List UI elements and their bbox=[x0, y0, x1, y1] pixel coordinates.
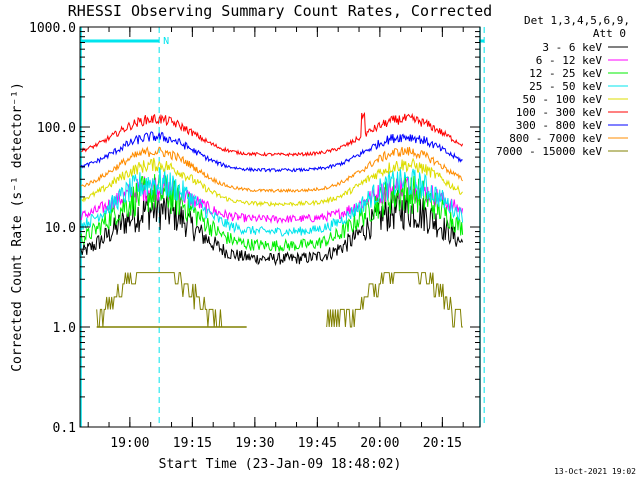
series-line-100-300keV bbox=[81, 111, 464, 158]
x-tick-label: 19:45 bbox=[298, 436, 337, 451]
axes: 0.1 1.0 10.0 100.0 1000.0 19:00 19:15 19:30 19:4… bbox=[29, 21, 480, 451]
x-tick-label: 19:30 bbox=[235, 436, 274, 451]
x-axis-label: Start Time (23-Jan-09 18:48:02) bbox=[159, 457, 402, 472]
legend-label: 800 - 7000 keV bbox=[509, 132, 602, 145]
legend-header-line1: Det 1,3,4,5,6,9, bbox=[524, 14, 630, 27]
legend-label: 300 - 800 keV bbox=[516, 119, 602, 132]
y-tick-label: 1000.0 bbox=[29, 21, 76, 36]
legend-label: 100 - 300 keV bbox=[516, 106, 602, 119]
night-marker-label: N bbox=[163, 36, 169, 47]
legend-label: 25 - 50 keV bbox=[529, 80, 602, 93]
series-line-25-50keV bbox=[80, 167, 464, 237]
series-line-50-100keV bbox=[81, 157, 463, 208]
y-tick-label: 0.1 bbox=[53, 421, 76, 436]
plot-area: N bbox=[80, 27, 485, 427]
y-tick-label: 10.0 bbox=[45, 221, 76, 236]
x-tick-label: 19:00 bbox=[110, 436, 149, 451]
y-tick-label: 100.0 bbox=[37, 121, 76, 136]
x-tick-label: 20:15 bbox=[423, 436, 462, 451]
x-tick-label: 20:00 bbox=[360, 436, 399, 451]
plot-frame bbox=[79, 26, 481, 428]
legend-label: 50 - 100 keV bbox=[523, 93, 603, 106]
x-tick-label: 19:15 bbox=[173, 436, 212, 451]
series-line-800-7000keV bbox=[80, 146, 463, 194]
legend-label: 7000 - 15000 keV bbox=[496, 145, 602, 158]
legend-label: 6 - 12 keV bbox=[536, 54, 603, 67]
legend-label: 3 - 6 keV bbox=[542, 41, 602, 54]
y-axis-label: Corrected Count Rate (s⁻¹ detector⁻¹) bbox=[10, 82, 25, 372]
series-line-12-25keV bbox=[80, 174, 464, 252]
chart-title: RHESSI Observing Summary Count Rates, Co… bbox=[68, 2, 492, 20]
legend-header-line2: Att 0 bbox=[593, 27, 626, 40]
series-line-7000-15000keV bbox=[96, 272, 463, 328]
series-line-300-800keV bbox=[80, 131, 463, 173]
date-stamp: 13-Oct-2021 19:02 bbox=[554, 467, 636, 476]
y-tick-label: 1.0 bbox=[53, 321, 76, 336]
legend-label: 12 - 25 keV bbox=[529, 67, 602, 80]
